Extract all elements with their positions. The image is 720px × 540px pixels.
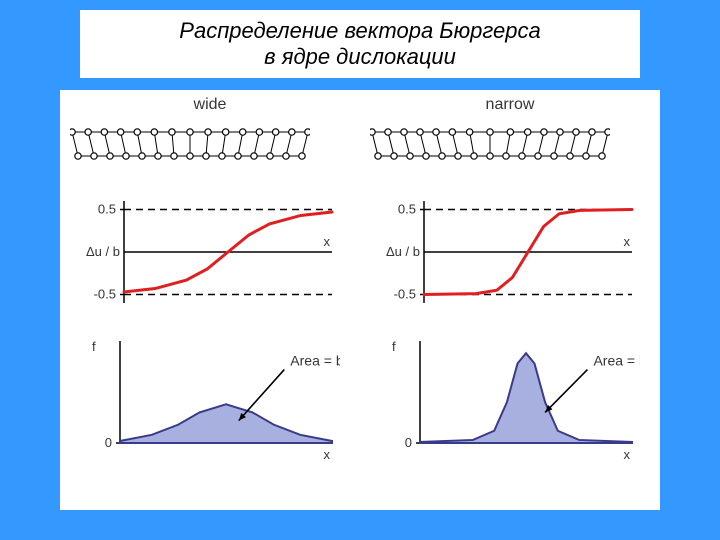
lattice-narrow <box>370 120 610 168</box>
column-label: wide <box>70 96 350 114</box>
svg-text:0.5: 0.5 <box>398 202 416 217</box>
column-narrow: narrow -0.5 0.5 Δu / b x 0 f x Area = b <box>370 90 650 510</box>
svg-text:x: x <box>324 447 331 461</box>
svg-text:Area = b: Area = b <box>593 353 640 369</box>
svg-text:Δu / b: Δu / b <box>386 244 420 259</box>
density-chart-wide: 0 f x Area = b <box>80 331 340 461</box>
density-panel-narrow: 0 f x Area = b <box>380 331 640 461</box>
displacement-chart-narrow: -0.5 0.5 Δu / b x <box>380 187 640 317</box>
lattice-wide <box>70 120 310 168</box>
svg-text:0: 0 <box>405 435 412 450</box>
displacement-panel-narrow: -0.5 0.5 Δu / b x <box>380 187 640 317</box>
svg-text:f: f <box>392 339 396 354</box>
svg-text:x: x <box>324 234 331 249</box>
density-chart-narrow: 0 f x Area = b <box>380 331 640 461</box>
density-panel-wide: 0 f x Area = b <box>80 331 340 461</box>
page-title: Распределение вектора Бюргерса в ядре ди… <box>80 10 640 78</box>
svg-text:f: f <box>92 339 96 354</box>
svg-text:-0.5: -0.5 <box>94 287 116 302</box>
svg-text:0.5: 0.5 <box>98 202 116 217</box>
svg-text:0: 0 <box>105 435 112 450</box>
svg-text:-0.5: -0.5 <box>394 287 416 302</box>
svg-text:Area = b: Area = b <box>290 353 340 369</box>
svg-text:Δu / b: Δu / b <box>86 244 120 259</box>
svg-text:x: x <box>624 447 631 461</box>
displacement-chart-wide: -0.5 0.5 Δu / b x <box>80 187 340 317</box>
column-wide: wide -0.5 0.5 Δu / b x 0 f x Area = b <box>70 90 350 510</box>
figure-panel: wide -0.5 0.5 Δu / b x 0 f x Area = b narrow -… <box>60 90 660 510</box>
displacement-panel-wide: -0.5 0.5 Δu / b x <box>80 187 340 317</box>
svg-text:x: x <box>624 234 631 249</box>
column-label: narrow <box>370 96 650 114</box>
title-line1: Распределение вектора Бюргерса в ядре ди… <box>179 18 540 69</box>
